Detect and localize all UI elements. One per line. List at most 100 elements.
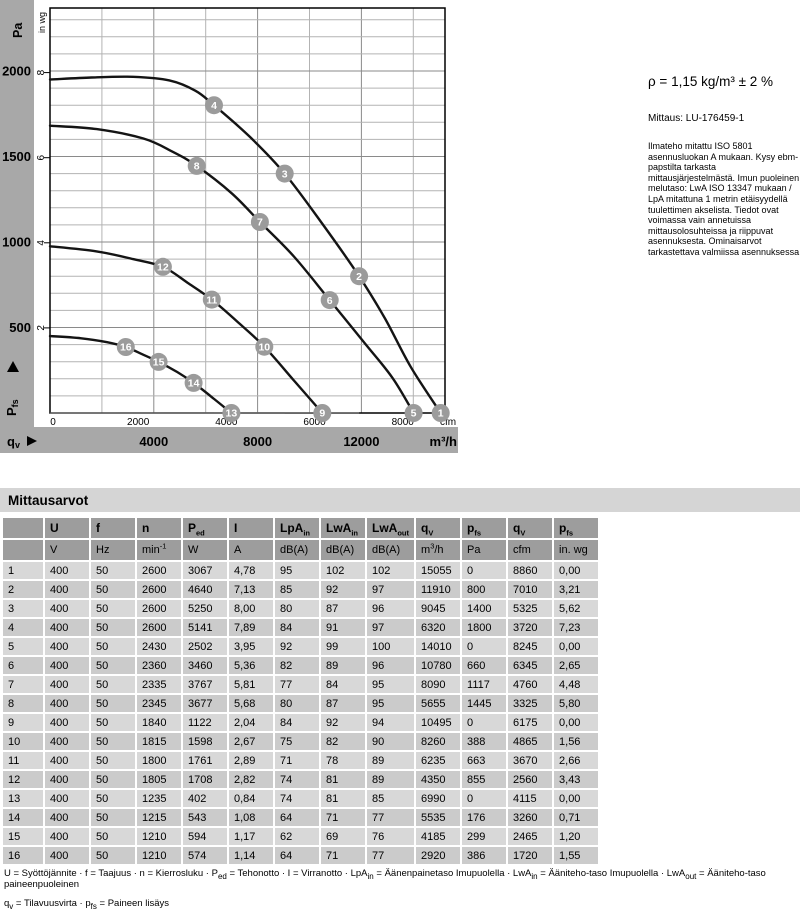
value-cell: 5,81 bbox=[229, 676, 273, 693]
value-cell: 800 bbox=[462, 581, 507, 598]
row-number-cell: 10 bbox=[3, 733, 43, 750]
value-cell: 2600 bbox=[137, 562, 181, 579]
legend-line-2: qv = Tilavuusvirta · pfs = Paineen lisäy… bbox=[4, 898, 169, 911]
operating-point-13: 13 bbox=[222, 404, 241, 422]
table-row: 14 400 50 1215 543 1,08 64 71 77 5535 176 3260 0,71 bbox=[3, 809, 599, 826]
fan-curve-3 bbox=[48, 245, 324, 415]
value-cell: 5250 bbox=[183, 600, 227, 617]
operating-point-9: 9 bbox=[313, 404, 332, 422]
value-cell: 6345 bbox=[508, 657, 553, 674]
column-header: W bbox=[183, 540, 227, 560]
svg-text:4: 4 bbox=[211, 100, 217, 112]
column-header: pfs bbox=[554, 518, 599, 538]
value-cell: 10495 bbox=[416, 714, 461, 731]
value-cell: 400 bbox=[45, 562, 89, 579]
value-cell: 0 bbox=[462, 714, 507, 731]
value-cell: 62 bbox=[275, 828, 319, 845]
value-cell: 3,21 bbox=[554, 581, 599, 598]
value-cell: 2360 bbox=[137, 657, 181, 674]
value-cell: 0 bbox=[462, 790, 507, 807]
row-number-cell: 8 bbox=[3, 695, 43, 712]
value-cell: 84 bbox=[321, 676, 365, 693]
row-number-cell: 13 bbox=[3, 790, 43, 807]
row-number-cell: 5 bbox=[3, 638, 43, 655]
row-number-cell: 16 bbox=[3, 847, 43, 864]
table-row: 15 400 50 1210 594 1,17 62 69 76 4185 299 2465 1,20 bbox=[3, 828, 599, 845]
table-row: 16 400 50 1210 574 1,14 64 71 77 2920 386 1720 1,55 bbox=[3, 847, 599, 864]
value-cell: 99 bbox=[321, 638, 365, 655]
operating-point-14: 14 bbox=[184, 373, 203, 392]
value-cell: 855 bbox=[462, 771, 507, 788]
value-cell: 89 bbox=[367, 771, 415, 788]
value-cell: 95 bbox=[367, 676, 415, 693]
value-cell: 77 bbox=[275, 676, 319, 693]
value-cell: 71 bbox=[321, 809, 365, 826]
column-header: n bbox=[137, 518, 181, 538]
value-cell: 3260 bbox=[508, 809, 553, 826]
row-number-cell: 3 bbox=[3, 600, 43, 617]
value-cell: 50 bbox=[91, 752, 135, 769]
value-cell: 2345 bbox=[137, 695, 181, 712]
svg-text:12: 12 bbox=[157, 262, 169, 274]
svg-text:9: 9 bbox=[319, 408, 325, 420]
value-cell: 81 bbox=[321, 790, 365, 807]
row-number-cell: 1 bbox=[3, 562, 43, 579]
value-cell: 400 bbox=[45, 771, 89, 788]
value-cell: 102 bbox=[367, 562, 415, 579]
column-header: Ped bbox=[183, 518, 227, 538]
value-cell: 89 bbox=[367, 752, 415, 769]
value-cell: 7010 bbox=[508, 581, 553, 598]
axis-labels: 500 1000 1500 2000 Pa in wg 2 4 6 8 0 2000 4000 6000 8… bbox=[2, 12, 457, 450]
value-cell: 74 bbox=[275, 771, 319, 788]
value-cell: 1400 bbox=[462, 600, 507, 617]
value-cell: 76 bbox=[367, 828, 415, 845]
table-row: 4 400 50 2600 5141 7,89 84 91 97 6320 1800 3720 7,23 bbox=[3, 619, 599, 636]
value-cell: 15055 bbox=[416, 562, 461, 579]
value-cell: 1210 bbox=[137, 828, 181, 845]
legend-footer: U = Syöttöjännite · f = Taajuus · n = Ki… bbox=[4, 868, 800, 914]
value-cell: 1,17 bbox=[229, 828, 273, 845]
value-cell: 8090 bbox=[416, 676, 461, 693]
column-header: dB(A) bbox=[275, 540, 319, 560]
value-cell: 50 bbox=[91, 676, 135, 693]
value-cell: 0,84 bbox=[229, 790, 273, 807]
value-cell: 1210 bbox=[137, 847, 181, 864]
value-cell: 3067 bbox=[183, 562, 227, 579]
value-cell: 400 bbox=[45, 733, 89, 750]
value-cell: 574 bbox=[183, 847, 227, 864]
value-cell: 1,14 bbox=[229, 847, 273, 864]
operating-point-3: 3 bbox=[275, 164, 294, 183]
value-cell: 50 bbox=[91, 790, 135, 807]
value-cell: 3767 bbox=[183, 676, 227, 693]
value-cell: 95 bbox=[367, 695, 415, 712]
column-header: LwAout bbox=[367, 518, 415, 538]
value-cell: 2,04 bbox=[229, 714, 273, 731]
value-cell: 1,56 bbox=[554, 733, 599, 750]
value-cell: 6320 bbox=[416, 619, 461, 636]
cfm-tick-label: 8000 bbox=[392, 417, 415, 428]
operating-point-6: 6 bbox=[320, 291, 339, 310]
value-cell: 50 bbox=[91, 828, 135, 845]
value-cell: 1805 bbox=[137, 771, 181, 788]
value-cell: 50 bbox=[91, 714, 135, 731]
value-cell: 50 bbox=[91, 619, 135, 636]
inwg-tick-label: 4 bbox=[36, 240, 47, 246]
value-cell: 97 bbox=[367, 581, 415, 598]
value-cell: 82 bbox=[275, 657, 319, 674]
svg-text:15: 15 bbox=[153, 357, 165, 369]
table-row: 8 400 50 2345 3677 5,68 80 87 95 5655 1445 3325 5,80 bbox=[3, 695, 599, 712]
operating-point-12: 12 bbox=[153, 257, 172, 276]
table-row: 2 400 50 2600 4640 7,13 85 92 97 11910 800 7010 3,21 bbox=[3, 581, 599, 598]
value-cell: 2600 bbox=[137, 619, 181, 636]
value-cell: 3325 bbox=[508, 695, 553, 712]
value-cell: 75 bbox=[275, 733, 319, 750]
row-number-cell: 4 bbox=[3, 619, 43, 636]
value-cell: 400 bbox=[45, 790, 89, 807]
table-row: 9 400 50 1840 1122 2,04 84 92 94 10495 0 6175 0,00 bbox=[3, 714, 599, 731]
value-cell: 85 bbox=[275, 581, 319, 598]
value-cell: 8860 bbox=[508, 562, 553, 579]
value-cell: 4,48 bbox=[554, 676, 599, 693]
pa-tick-label: 1500 bbox=[2, 149, 31, 164]
value-cell: 1720 bbox=[508, 847, 553, 864]
